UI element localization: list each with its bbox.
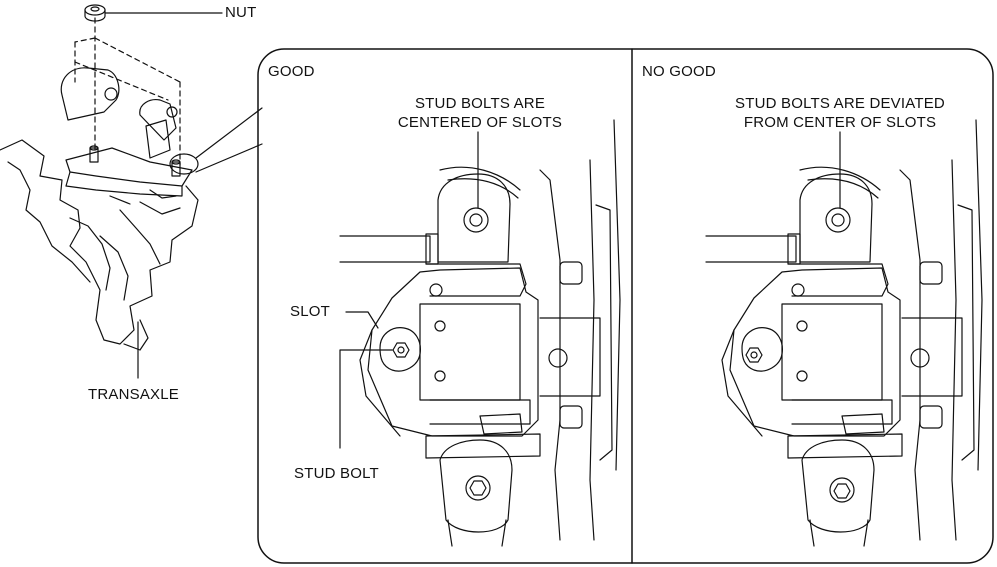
no-good-panel-title: NO GOOD <box>642 63 716 80</box>
transaxle-label: TRANSAXLE <box>88 386 179 403</box>
stud-bolt-leader-line <box>339 349 393 449</box>
good-panel-title: GOOD <box>268 63 315 80</box>
installation-guide-lines <box>74 17 181 166</box>
stud-bolt-label: STUD BOLT <box>294 465 379 482</box>
callout-connector <box>169 107 263 175</box>
transaxle-overview-illustration <box>0 4 223 379</box>
detail-frame <box>257 48 994 564</box>
no-good-note-line-1: STUD BOLTS ARE DEVIATED <box>735 95 945 112</box>
nut-label: NUT <box>225 4 257 21</box>
slot-leader-line <box>345 311 379 329</box>
stud-bolt-hex-icon <box>392 342 410 358</box>
stud-bolt-icon <box>89 145 99 163</box>
no-good-mount-illustration <box>705 119 983 547</box>
good-note-line-1: STUD BOLTS ARE <box>414 95 546 112</box>
good-note-line-2: CENTERED OF SLOTS <box>397 114 563 131</box>
stud-bolt-hex-icon <box>745 347 763 363</box>
no-good-note-line-2: FROM CENTER OF SLOTS <box>743 114 937 131</box>
good-mount-illustration <box>339 119 621 547</box>
slot-icon <box>379 327 421 372</box>
slot-label: SLOT <box>290 303 330 320</box>
slot-icon <box>741 327 783 372</box>
